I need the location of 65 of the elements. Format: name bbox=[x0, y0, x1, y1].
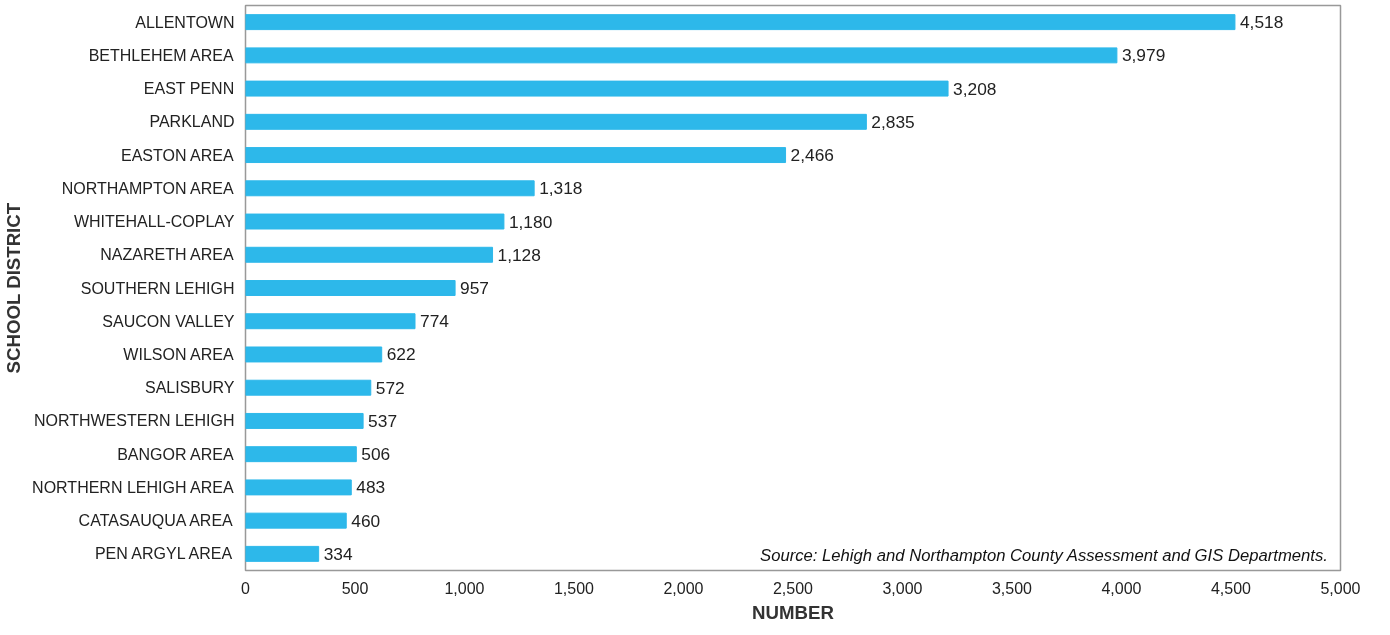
x-tick-label: 1,500 bbox=[553, 579, 595, 597]
data-label: 4,518 bbox=[1239, 12, 1284, 33]
y-tick-label: NAZARETH AREA bbox=[100, 246, 234, 264]
data-label: 1,318 bbox=[539, 178, 583, 199]
y-tick-label: NORTHERN LEHIGH AREA bbox=[32, 478, 234, 496]
data-label: 1,128 bbox=[497, 244, 541, 265]
y-tick-label: WHITEHALL-COPLAY bbox=[73, 213, 235, 231]
y-tick-label: CATASAUQUA AREA bbox=[78, 512, 234, 530]
data-label: 957 bbox=[460, 278, 489, 298]
bar bbox=[245, 47, 1118, 64]
x-tick-label: 1,000 bbox=[444, 579, 485, 597]
x-tick-label: 3,000 bbox=[882, 579, 923, 597]
x-tick-label: 500 bbox=[341, 579, 369, 597]
data-label: 572 bbox=[375, 377, 405, 398]
data-label: 2,835 bbox=[871, 111, 915, 132]
data-label: 3,979 bbox=[1121, 45, 1166, 66]
x-tick-label: 2,000 bbox=[663, 579, 704, 597]
y-tick-label: PEN ARGYL AREA bbox=[94, 545, 233, 563]
y-tick-label: NORTHAMPTON AREA bbox=[61, 179, 234, 197]
y-axis-title: SCHOOL DISTRICT bbox=[3, 202, 25, 374]
bar bbox=[245, 446, 357, 463]
y-tick-label: WILSON AREA bbox=[123, 345, 234, 363]
y-tick-label: PARKLAND bbox=[149, 113, 235, 131]
bar bbox=[245, 313, 416, 330]
bar bbox=[245, 412, 364, 429]
x-tick-label: 4,000 bbox=[1101, 579, 1142, 597]
x-tick-label: 2,500 bbox=[772, 579, 814, 597]
y-tick-label: SALISBURY bbox=[144, 379, 235, 397]
bar bbox=[245, 113, 867, 130]
x-tick-label: 3,500 bbox=[991, 579, 1033, 597]
bar bbox=[245, 545, 320, 562]
bar bbox=[245, 479, 352, 496]
bar bbox=[245, 346, 383, 363]
data-label: 460 bbox=[351, 510, 381, 531]
y-tick-label: EASTON AREA bbox=[120, 146, 234, 164]
data-label: 3,208 bbox=[953, 78, 997, 99]
y-tick-label: BANGOR AREA bbox=[117, 445, 234, 463]
bar bbox=[245, 379, 372, 396]
data-label: 506 bbox=[361, 444, 391, 465]
x-tick-label: 5,000 bbox=[1320, 579, 1361, 597]
data-label: 2,466 bbox=[790, 145, 834, 166]
bar bbox=[245, 80, 949, 97]
x-tick-label: 0 bbox=[241, 579, 251, 597]
bar bbox=[245, 213, 505, 230]
bar bbox=[245, 14, 1236, 31]
x-tick-label: 4,500 bbox=[1210, 579, 1252, 597]
bar bbox=[245, 280, 456, 296]
y-tick-label: NORTHWESTERN LEHIGH bbox=[33, 412, 235, 430]
annotation: Source: Lehigh and Northampton County Assessment and GIS Departments. bbox=[760, 545, 1328, 565]
x-axis-title: NUMBER bbox=[752, 601, 835, 623]
bar bbox=[245, 512, 347, 529]
bar bbox=[245, 246, 494, 263]
data-label: 622 bbox=[386, 344, 416, 365]
data-label: 774 bbox=[420, 311, 450, 332]
y-tick-label: BETHLEHEM AREA bbox=[88, 46, 234, 64]
y-tick-label: EAST PENN bbox=[143, 80, 235, 98]
data-label: 483 bbox=[356, 477, 386, 498]
data-label: 1,180 bbox=[508, 211, 553, 232]
y-tick-label: SOUTHERN LEHIGH bbox=[80, 279, 235, 297]
y-tick-label: ALLENTOWN bbox=[135, 13, 235, 31]
bar bbox=[245, 147, 787, 164]
data-label: 334 bbox=[323, 543, 353, 564]
y-tick-label: SAUCON VALLEY bbox=[102, 312, 235, 330]
data-label: 537 bbox=[368, 410, 398, 431]
bar bbox=[245, 180, 535, 197]
